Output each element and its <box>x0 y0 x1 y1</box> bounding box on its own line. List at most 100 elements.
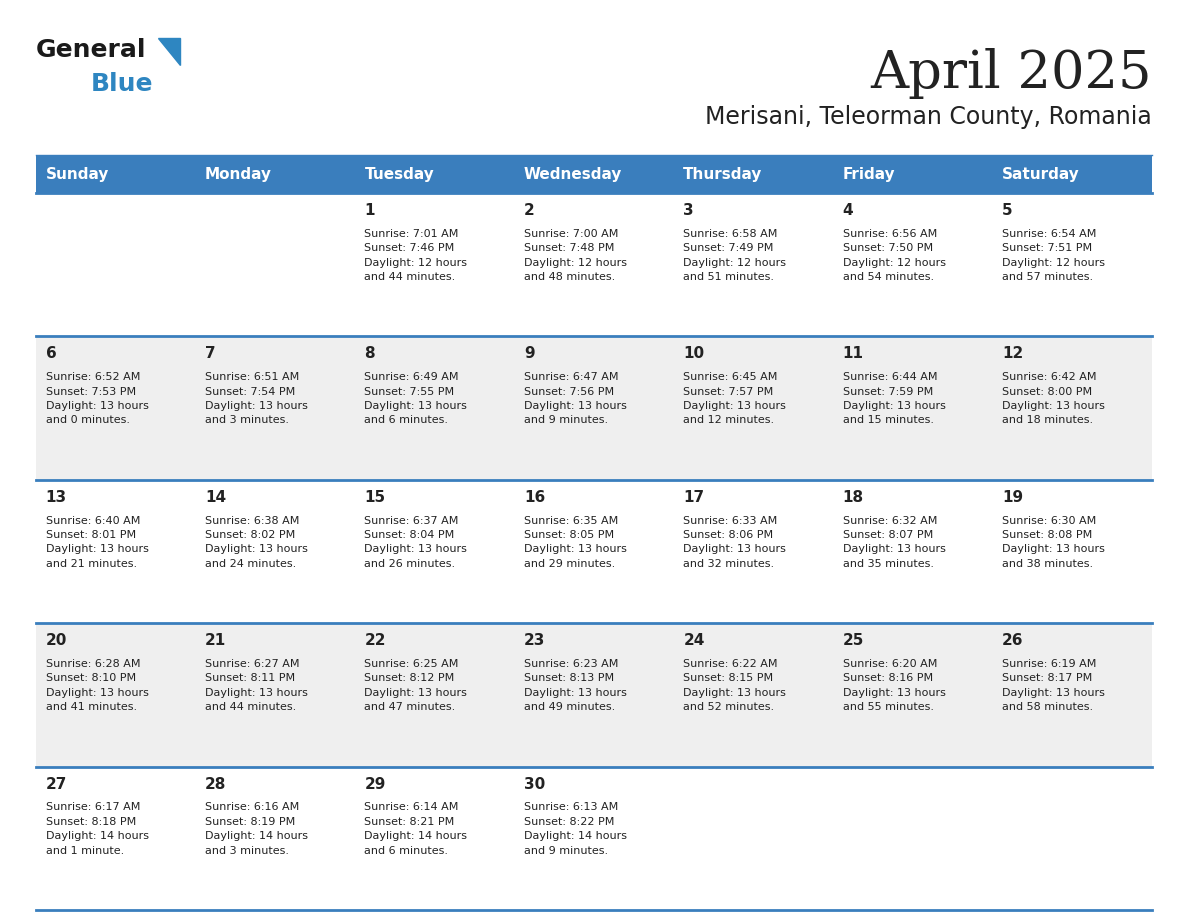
Text: 13: 13 <box>45 490 67 505</box>
Bar <box>36 480 196 623</box>
Bar <box>355 336 514 480</box>
Text: 19: 19 <box>1003 490 1023 505</box>
Text: 23: 23 <box>524 633 545 648</box>
Text: Sunrise: 6:27 AM
Sunset: 8:11 PM
Daylight: 13 hours
and 44 minutes.: Sunrise: 6:27 AM Sunset: 8:11 PM Dayligh… <box>206 659 308 712</box>
Text: 15: 15 <box>365 490 386 505</box>
Text: 29: 29 <box>365 777 386 791</box>
Bar <box>833 623 992 767</box>
Text: 20: 20 <box>45 633 67 648</box>
Text: Tuesday: Tuesday <box>365 166 434 182</box>
Bar <box>992 193 1152 336</box>
Bar <box>674 193 833 336</box>
Text: 11: 11 <box>842 346 864 362</box>
Text: Sunrise: 6:17 AM
Sunset: 8:18 PM
Daylight: 14 hours
and 1 minute.: Sunrise: 6:17 AM Sunset: 8:18 PM Dayligh… <box>45 802 148 856</box>
Text: 24: 24 <box>683 633 704 648</box>
Text: 16: 16 <box>524 490 545 505</box>
Text: Sunrise: 6:42 AM
Sunset: 8:00 PM
Daylight: 13 hours
and 18 minutes.: Sunrise: 6:42 AM Sunset: 8:00 PM Dayligh… <box>1003 373 1105 425</box>
Bar <box>36 155 196 193</box>
Bar <box>674 155 833 193</box>
Polygon shape <box>158 38 181 65</box>
Text: Sunrise: 6:47 AM
Sunset: 7:56 PM
Daylight: 13 hours
and 9 minutes.: Sunrise: 6:47 AM Sunset: 7:56 PM Dayligh… <box>524 373 627 425</box>
Text: Sunrise: 7:00 AM
Sunset: 7:48 PM
Daylight: 12 hours
and 48 minutes.: Sunrise: 7:00 AM Sunset: 7:48 PM Dayligh… <box>524 229 627 282</box>
Bar <box>992 155 1152 193</box>
Text: April 2025: April 2025 <box>871 48 1152 99</box>
Text: Sunrise: 6:54 AM
Sunset: 7:51 PM
Daylight: 12 hours
and 57 minutes.: Sunrise: 6:54 AM Sunset: 7:51 PM Dayligh… <box>1003 229 1105 282</box>
Bar <box>992 623 1152 767</box>
Bar <box>36 336 196 480</box>
Text: Blue: Blue <box>91 72 153 96</box>
Bar <box>514 155 674 193</box>
Text: Wednesday: Wednesday <box>524 166 623 182</box>
Bar <box>833 193 992 336</box>
Text: Sunrise: 6:56 AM
Sunset: 7:50 PM
Daylight: 12 hours
and 54 minutes.: Sunrise: 6:56 AM Sunset: 7:50 PM Dayligh… <box>842 229 946 282</box>
Text: Sunrise: 6:13 AM
Sunset: 8:22 PM
Daylight: 14 hours
and 9 minutes.: Sunrise: 6:13 AM Sunset: 8:22 PM Dayligh… <box>524 802 627 856</box>
Bar <box>833 480 992 623</box>
Text: Sunrise: 6:32 AM
Sunset: 8:07 PM
Daylight: 13 hours
and 35 minutes.: Sunrise: 6:32 AM Sunset: 8:07 PM Dayligh… <box>842 516 946 569</box>
Text: Merisani, Teleorman County, Romania: Merisani, Teleorman County, Romania <box>706 105 1152 129</box>
Bar <box>674 767 833 910</box>
Bar <box>196 767 355 910</box>
Bar <box>674 623 833 767</box>
Text: 30: 30 <box>524 777 545 791</box>
Text: Sunrise: 6:22 AM
Sunset: 8:15 PM
Daylight: 13 hours
and 52 minutes.: Sunrise: 6:22 AM Sunset: 8:15 PM Dayligh… <box>683 659 786 712</box>
Bar <box>355 623 514 767</box>
Text: Sunrise: 6:49 AM
Sunset: 7:55 PM
Daylight: 13 hours
and 6 minutes.: Sunrise: 6:49 AM Sunset: 7:55 PM Dayligh… <box>365 373 467 425</box>
Text: General: General <box>36 38 146 62</box>
Text: Sunrise: 6:19 AM
Sunset: 8:17 PM
Daylight: 13 hours
and 58 minutes.: Sunrise: 6:19 AM Sunset: 8:17 PM Dayligh… <box>1003 659 1105 712</box>
Bar <box>355 480 514 623</box>
Text: 28: 28 <box>206 777 227 791</box>
Text: Sunrise: 6:20 AM
Sunset: 8:16 PM
Daylight: 13 hours
and 55 minutes.: Sunrise: 6:20 AM Sunset: 8:16 PM Dayligh… <box>842 659 946 712</box>
Bar <box>196 480 355 623</box>
Text: 22: 22 <box>365 633 386 648</box>
Text: 4: 4 <box>842 203 853 218</box>
Text: Sunrise: 6:30 AM
Sunset: 8:08 PM
Daylight: 13 hours
and 38 minutes.: Sunrise: 6:30 AM Sunset: 8:08 PM Dayligh… <box>1003 516 1105 569</box>
Text: Saturday: Saturday <box>1003 166 1080 182</box>
Text: 25: 25 <box>842 633 864 648</box>
Bar <box>674 336 833 480</box>
Text: 3: 3 <box>683 203 694 218</box>
Text: 27: 27 <box>45 777 67 791</box>
Bar <box>355 767 514 910</box>
Bar <box>514 336 674 480</box>
Text: 26: 26 <box>1003 633 1024 648</box>
Text: 14: 14 <box>206 490 226 505</box>
Bar <box>833 155 992 193</box>
Text: Sunrise: 6:38 AM
Sunset: 8:02 PM
Daylight: 13 hours
and 24 minutes.: Sunrise: 6:38 AM Sunset: 8:02 PM Dayligh… <box>206 516 308 569</box>
Bar <box>36 767 196 910</box>
Text: 17: 17 <box>683 490 704 505</box>
Bar <box>992 767 1152 910</box>
Bar <box>514 480 674 623</box>
Text: Monday: Monday <box>206 166 272 182</box>
Text: Sunrise: 7:01 AM
Sunset: 7:46 PM
Daylight: 12 hours
and 44 minutes.: Sunrise: 7:01 AM Sunset: 7:46 PM Dayligh… <box>365 229 467 282</box>
Bar <box>833 767 992 910</box>
Bar <box>196 336 355 480</box>
Text: Thursday: Thursday <box>683 166 763 182</box>
Text: Sunrise: 6:23 AM
Sunset: 8:13 PM
Daylight: 13 hours
and 49 minutes.: Sunrise: 6:23 AM Sunset: 8:13 PM Dayligh… <box>524 659 627 712</box>
Bar <box>514 623 674 767</box>
Text: 12: 12 <box>1003 346 1023 362</box>
Text: Sunrise: 6:25 AM
Sunset: 8:12 PM
Daylight: 13 hours
and 47 minutes.: Sunrise: 6:25 AM Sunset: 8:12 PM Dayligh… <box>365 659 467 712</box>
Bar <box>196 193 355 336</box>
Text: Sunrise: 6:52 AM
Sunset: 7:53 PM
Daylight: 13 hours
and 0 minutes.: Sunrise: 6:52 AM Sunset: 7:53 PM Dayligh… <box>45 373 148 425</box>
Text: 2: 2 <box>524 203 535 218</box>
Text: Sunrise: 6:58 AM
Sunset: 7:49 PM
Daylight: 12 hours
and 51 minutes.: Sunrise: 6:58 AM Sunset: 7:49 PM Dayligh… <box>683 229 786 282</box>
Text: Sunrise: 6:44 AM
Sunset: 7:59 PM
Daylight: 13 hours
and 15 minutes.: Sunrise: 6:44 AM Sunset: 7:59 PM Dayligh… <box>842 373 946 425</box>
Text: Sunrise: 6:33 AM
Sunset: 8:06 PM
Daylight: 13 hours
and 32 minutes.: Sunrise: 6:33 AM Sunset: 8:06 PM Dayligh… <box>683 516 786 569</box>
Bar <box>196 155 355 193</box>
Bar <box>355 155 514 193</box>
Text: 10: 10 <box>683 346 704 362</box>
Text: Sunrise: 6:35 AM
Sunset: 8:05 PM
Daylight: 13 hours
and 29 minutes.: Sunrise: 6:35 AM Sunset: 8:05 PM Dayligh… <box>524 516 627 569</box>
Text: Sunrise: 6:37 AM
Sunset: 8:04 PM
Daylight: 13 hours
and 26 minutes.: Sunrise: 6:37 AM Sunset: 8:04 PM Dayligh… <box>365 516 467 569</box>
Bar <box>36 623 196 767</box>
Text: 18: 18 <box>842 490 864 505</box>
Text: 21: 21 <box>206 633 226 648</box>
Text: 8: 8 <box>365 346 375 362</box>
Text: Sunday: Sunday <box>45 166 109 182</box>
Text: Sunrise: 6:16 AM
Sunset: 8:19 PM
Daylight: 14 hours
and 3 minutes.: Sunrise: 6:16 AM Sunset: 8:19 PM Dayligh… <box>206 802 308 856</box>
Text: 5: 5 <box>1003 203 1012 218</box>
Bar <box>514 193 674 336</box>
Bar <box>36 193 196 336</box>
Text: Sunrise: 6:28 AM
Sunset: 8:10 PM
Daylight: 13 hours
and 41 minutes.: Sunrise: 6:28 AM Sunset: 8:10 PM Dayligh… <box>45 659 148 712</box>
Text: 6: 6 <box>45 346 56 362</box>
Text: Sunrise: 6:51 AM
Sunset: 7:54 PM
Daylight: 13 hours
and 3 minutes.: Sunrise: 6:51 AM Sunset: 7:54 PM Dayligh… <box>206 373 308 425</box>
